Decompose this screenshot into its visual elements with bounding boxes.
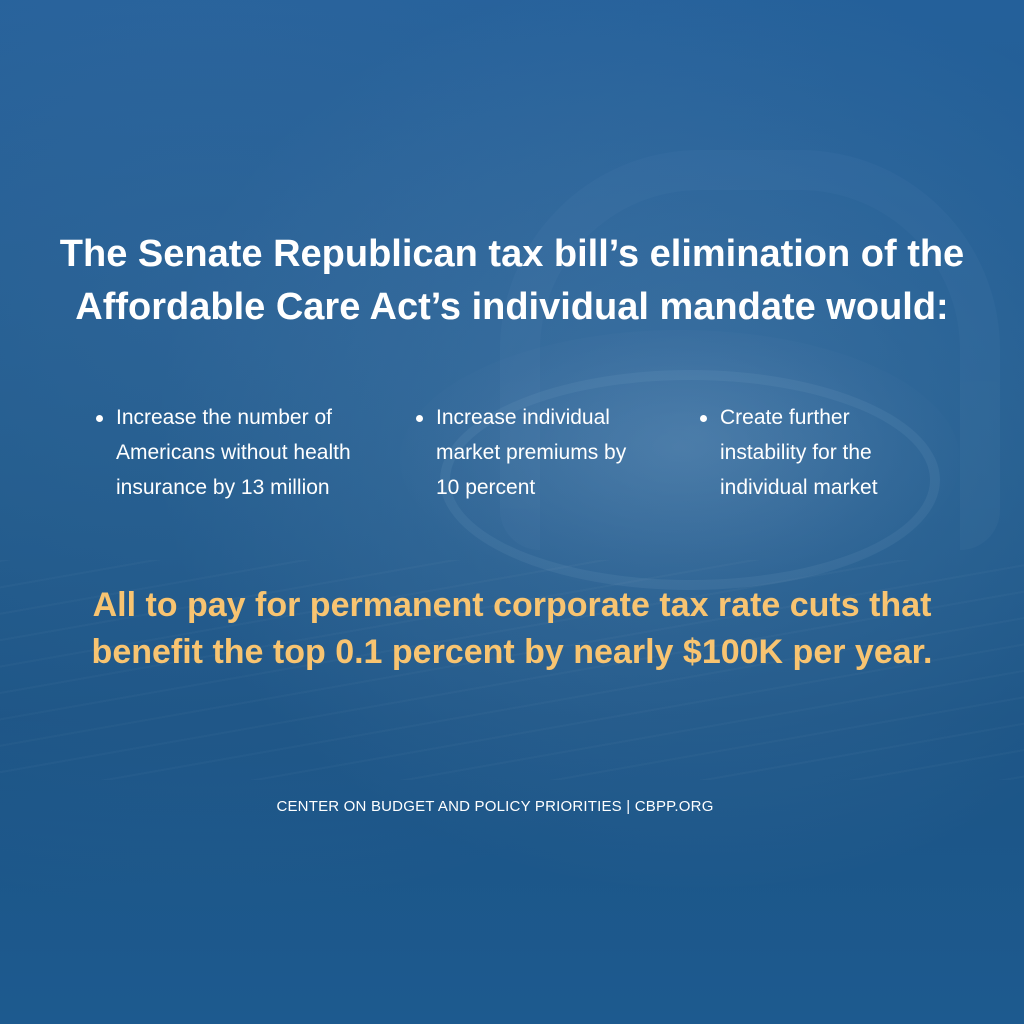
headline-line-2: Affordable Care Act’s individual mandate… [75,286,949,328]
bullet-text-line: individual market [720,476,878,499]
bullet-text-line: Americans without health [116,441,351,464]
bullet-text-line: Create further [720,406,850,429]
bullet-item-instability: Create further instability for the indiv… [700,400,878,505]
bullet-text-line: Increase the number of [116,406,332,429]
callout: All to pay for permanent corporate tax r… [40,582,984,676]
bullet-item-uninsured: Increase the number of Americans without… [96,400,351,505]
bullet-text-line: Increase individual [436,406,610,429]
bullet-item-premiums: Increase individual market premiums by 1… [416,400,627,505]
bullet-text-line: 10 percent [436,476,536,499]
headline: The Senate Republican tax bill’s elimina… [40,228,984,334]
bullet-text-line: market premiums by [436,441,627,464]
bullet-dot-icon [700,415,707,422]
headline-line-1: The Senate Republican tax bill’s elimina… [59,233,965,275]
bullet-text-line: instability for the [720,441,872,464]
callout-line-1: All to pay for permanent corporate tax r… [92,586,932,624]
bullet-dot-icon [416,415,423,422]
bullet-dot-icon [96,415,103,422]
callout-line-2: benefit the top 0.1 percent by nearly $1… [91,633,933,671]
bullet-text-line: insurance by 13 million [116,476,330,499]
footer-credit: CENTER ON BUDGET AND POLICY PRIORITIES |… [276,798,714,815]
